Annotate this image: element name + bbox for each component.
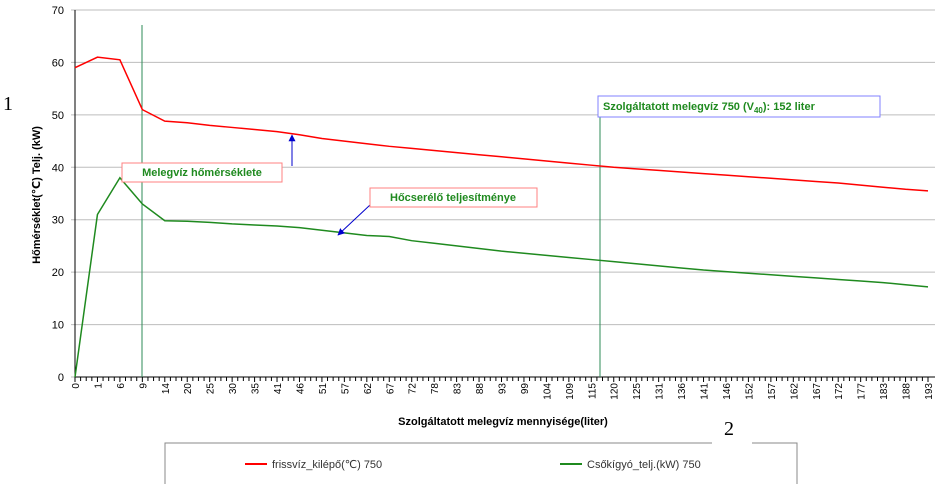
x-tick-label: 30 (228, 383, 239, 395)
x-tick-label: 1 (93, 383, 104, 389)
legend: frissvíz_kilépő(℃) 750 Csőkígyó_telj.(kW)… (245, 459, 701, 471)
annotation-part: 40 (754, 106, 763, 115)
x-tick-label: 25 (206, 383, 217, 395)
x-tick-label: 72 (408, 383, 419, 395)
x-tick-label: 115 (587, 383, 598, 399)
legend-label: frissvíz_kilépő(℃) 750 (272, 459, 382, 471)
x-tick-label: 51 (318, 383, 329, 395)
x-tick-label: 120 (610, 383, 621, 400)
x-axis-label: Szolgáltatott melegvíz mennyisége(liter) (398, 416, 608, 428)
y-axis-label: Hőmérséklet(℃) Telj. (kW) (31, 126, 43, 264)
annotation-box (597, 95, 881, 118)
x-tick-label: 146 (722, 383, 733, 400)
x-tick-label: 57 (340, 383, 351, 395)
x-tick-label: 131 (655, 383, 666, 400)
annotation-part: ): 152 liter (763, 101, 816, 113)
x-tick-label: 172 (834, 383, 845, 400)
annotation-arrow (337, 204, 371, 236)
annotation: Melegvíz hőmérséklete (142, 167, 262, 179)
y-tick-label: 70 (52, 5, 64, 17)
x-tick-label: 14 (161, 383, 172, 395)
x-tick-label: 35 (251, 383, 262, 395)
annotation-box (121, 162, 283, 183)
x-tick-label: 67 (385, 383, 396, 395)
x-tick-label: 167 (812, 383, 823, 400)
x-tick-label: 41 (273, 383, 284, 395)
y-tick-label: 60 (52, 57, 64, 69)
x-tick-label: 83 (453, 383, 464, 395)
x-tick-label: 99 (520, 383, 531, 395)
x-tick-label: 188 (902, 383, 913, 400)
x-tick-label: 109 (565, 383, 576, 400)
y-tick-label: 30 (52, 215, 64, 227)
y-tick-label: 0 (58, 372, 64, 384)
x-tick-label: 78 (430, 383, 441, 395)
legend-label: Csőkígyó_telj.(kW) 750 (587, 459, 701, 471)
y-tick-label: 10 (52, 320, 64, 332)
x-tick-label: 125 (632, 383, 643, 400)
annotation-part: Szolgáltatott melegvíz 750 (V (603, 101, 755, 113)
annotation-box (369, 187, 538, 208)
series-line (74, 56, 929, 192)
x-tick-label: 177 (857, 383, 868, 400)
x-tick-label: 62 (363, 383, 374, 395)
x-tick-label: 141 (700, 383, 711, 400)
legend-box (164, 442, 798, 484)
x-tick-label: 193 (924, 383, 935, 400)
x-tick-label: 136 (677, 383, 688, 400)
x-tick-label: 0 (71, 383, 82, 389)
x-tick-label: 152 (744, 383, 755, 400)
x-tick-label: 9 (138, 383, 149, 389)
page-label: 1 (3, 93, 13, 115)
x-tick-label: 104 (542, 383, 553, 400)
x-tick-label: 6 (116, 383, 127, 389)
x-tick-label: 20 (183, 383, 194, 395)
x-tick-label: 88 (475, 383, 486, 395)
annotation: Szolgáltatott melegvíz 750 (V40): 152 li… (603, 101, 816, 115)
x-tick-label: 157 (767, 383, 778, 400)
series-lines (74, 56, 929, 378)
y-tick-label: 40 (52, 162, 64, 174)
x-tick-label: 46 (295, 383, 306, 395)
x-tick-label: 93 (498, 383, 509, 395)
x-tick-label: 162 (789, 383, 800, 400)
series-line (74, 176, 929, 378)
page-label: 2 (724, 418, 734, 440)
y-tick-label: 20 (52, 267, 64, 279)
y-tick-label: 50 (52, 110, 64, 122)
x-tick-label: 183 (879, 383, 890, 400)
annotation: Hőcserélő teljesítménye (390, 192, 516, 204)
